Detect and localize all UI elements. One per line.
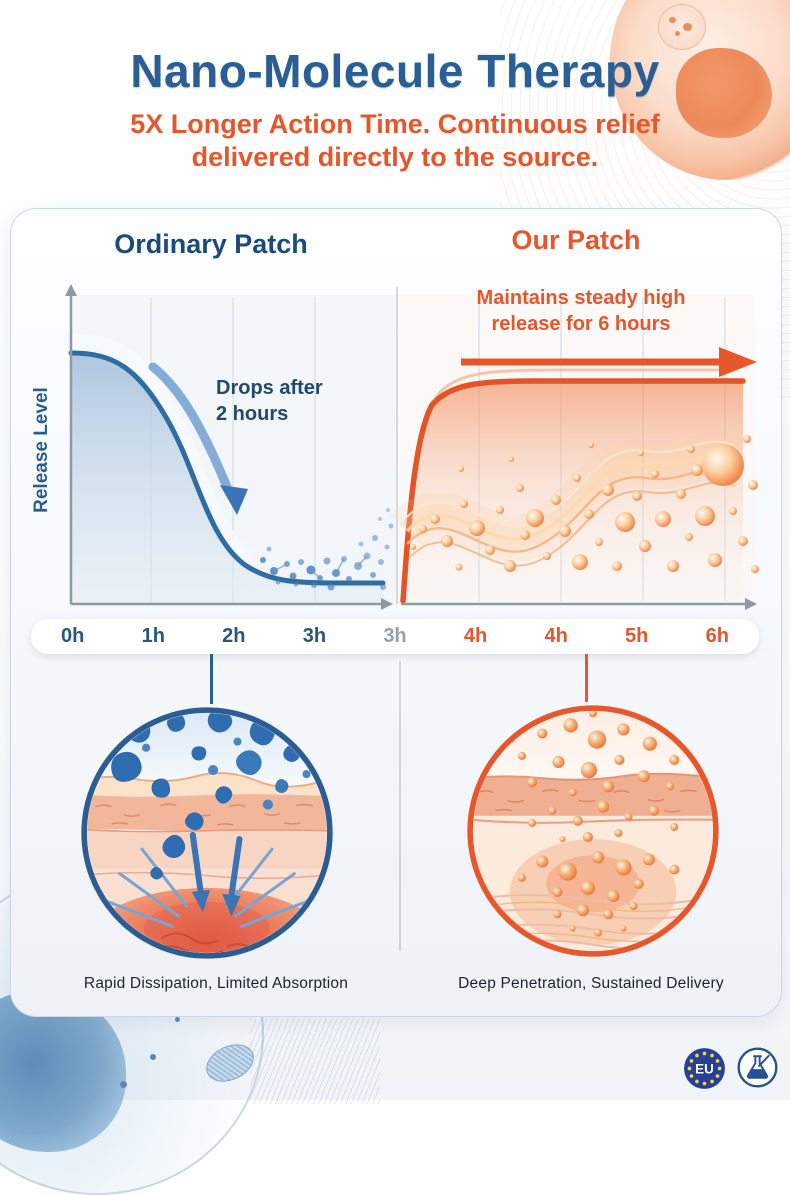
left-annotation-line1: Drops after (216, 377, 323, 399)
x-axis-labels: 0h 1h 2h 3h 3h 4h 4h 5h 6h (31, 619, 759, 654)
eu-badge: EU (684, 1048, 725, 1089)
right-caption: Deep Penetration, Sustained Delivery (458, 975, 724, 992)
eu-badge-label: EU (695, 1061, 714, 1076)
release-chart (63, 284, 759, 610)
right-annotation-line2: release for 6 hours (491, 313, 671, 335)
left-annotation-line2: 2 hours (216, 403, 289, 425)
drop-arrow-icon (148, 362, 248, 515)
large-molecule-blobs (106, 713, 311, 883)
blue-dot-decoration (120, 1081, 127, 1088)
x-tick-3h-left: 3h (302, 625, 327, 647)
dissipation-rays (101, 847, 313, 928)
right-connector-line (585, 654, 588, 702)
lab-flask-icon (746, 1054, 770, 1079)
nano-bubbles (410, 435, 759, 573)
x-tick-6h: 6h (705, 625, 729, 647)
right-panel-title: Our Patch (511, 225, 641, 255)
x-tick-2h: 2h (222, 625, 246, 647)
x-tick-5h: 5h (625, 625, 649, 647)
left-caption: Rapid Dissipation, Limited Absorption (83, 975, 349, 992)
orange-cell-nucleus (676, 48, 772, 138)
comparison-card: Ordinary Patch Our Patch Maintains stead… (10, 208, 782, 1017)
skin-diagram-ordinary (81, 707, 333, 959)
left-annotation: Drops after 2 hours (216, 375, 386, 427)
nano-particles (508, 711, 690, 937)
molecule-bonds (273, 555, 368, 579)
page-title: Nano-Molecule Therapy (130, 45, 660, 97)
glow-wave (390, 432, 742, 567)
right-annotation: Maintains steady high release for 6 hour… (431, 285, 731, 337)
right-annotation-line1: Maintains steady high (476, 287, 686, 309)
eu-stars (687, 1051, 722, 1086)
x-tick-3h-mid: 3h (383, 625, 407, 647)
penetration-arrows (189, 831, 243, 917)
lab-flask-badge (737, 1047, 778, 1088)
x-tick-1h: 1h (141, 625, 165, 647)
axes (65, 284, 757, 610)
skin-diagram-our (467, 705, 719, 957)
x-tick-4h-a: 4h (463, 625, 488, 647)
page-subtitle-line1: 5X Longer Action Time. Continuous relief (130, 109, 660, 139)
blue-dot-decoration (150, 1054, 156, 1060)
left-connector-line (210, 654, 213, 704)
panel-divider (399, 661, 401, 951)
page-subtitle-line2: delivered directly to the source. (191, 142, 599, 172)
blue-dot-decoration (175, 1017, 180, 1022)
x-tick-0h: 0h (61, 625, 85, 647)
steady-arrow-icon (461, 347, 757, 377)
x-tick-4h-b: 4h (544, 625, 568, 647)
hatch-pattern-decoration (250, 1019, 380, 1104)
left-panel-title: Ordinary Patch (114, 229, 308, 259)
page-subtitle: 5X Longer Action Time. Continuous relief… (0, 108, 790, 174)
small-orange-cell-decoration (658, 4, 706, 50)
